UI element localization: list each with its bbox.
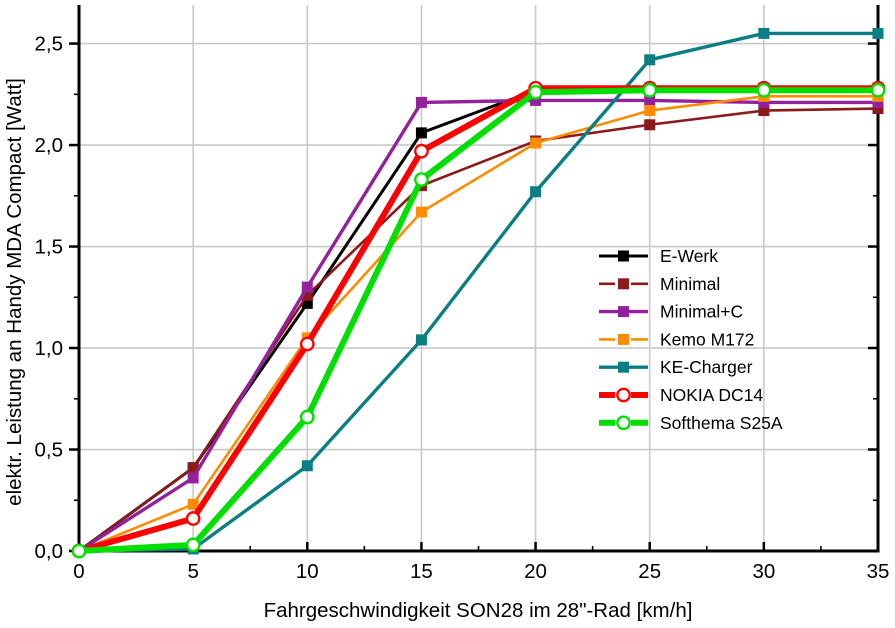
- series-line-minimal: [78, 107, 879, 553]
- x-tick-label: 0: [73, 560, 84, 583]
- y-tick-label: 1,5: [35, 236, 64, 259]
- legend-item-nokia-dc14: NOKIA DC14: [599, 385, 763, 405]
- series-marker-softhema-s25a: [185, 537, 201, 553]
- series-marker-ke-charger: [872, 27, 884, 39]
- series-marker-nokia-dc14: [616, 387, 631, 403]
- legend-item-softhema-s25a: Softhema S25A: [599, 413, 783, 433]
- series-marker-minimal-c: [301, 281, 313, 293]
- series-marker-e-werk: [301, 297, 313, 309]
- series-marker-minimal-c: [618, 306, 629, 318]
- series-marker-softhema-s25a: [528, 84, 543, 100]
- y-tick-label: 0,0: [35, 540, 64, 563]
- series-marker-ke-charger: [415, 334, 427, 346]
- legend-label: NOKIA DC14: [660, 385, 763, 405]
- series-marker-kemo-m172: [187, 498, 199, 510]
- series-marker-minimal: [758, 105, 770, 117]
- legend-label: E-Werk: [660, 246, 718, 266]
- series-marker-softhema-s25a: [756, 82, 772, 98]
- series-marker-softhema-s25a: [71, 543, 87, 559]
- series-marker-ke-charger: [618, 361, 629, 373]
- series-line-nokia-dc14: [78, 85, 878, 554]
- legend-label: Softhema S25A: [660, 413, 783, 433]
- x-tick-label: 30: [752, 560, 775, 583]
- series-marker-ke-charger: [758, 27, 770, 39]
- series-line-e-werk: [78, 86, 878, 553]
- series-e-werk: [73, 82, 884, 557]
- series-line-softhema-s25a: [78, 87, 878, 554]
- series-softhema-s25a: [71, 82, 886, 559]
- series-nokia-dc14: [71, 80, 886, 559]
- series-marker-minimal-c: [415, 96, 427, 108]
- legend: E-Werk Minimal Minimal+C Kemo M172 KE-Charge…: [599, 246, 783, 433]
- series-kemo-m172: [73, 90, 884, 557]
- series-marker-softhema-s25a: [414, 172, 429, 187]
- x-tick-label: 10: [296, 560, 319, 583]
- series-marker-softhema-s25a: [616, 415, 631, 431]
- series-layer: [71, 27, 886, 559]
- x-tick-label: 5: [187, 560, 198, 583]
- legend-item-minimal-c: Minimal+C: [599, 302, 743, 322]
- x-tick-label: 15: [410, 560, 433, 583]
- series-marker-minimal: [618, 278, 629, 290]
- x-axis-title: Fahrgeschwindigkeit SON28 im 28"-Rad [km…: [264, 599, 693, 622]
- series-line-ke-charger: [78, 31, 878, 553]
- series-marker-softhema-s25a: [299, 409, 315, 425]
- legend-label: Minimal: [660, 274, 720, 294]
- series-marker-kemo-m172: [618, 333, 629, 345]
- series-marker-kemo-m172: [644, 105, 656, 117]
- legend-item-kemo-m172: Kemo M172: [599, 329, 754, 349]
- series-marker-kemo-m172: [530, 137, 542, 149]
- y-tick-label: 1,0: [35, 337, 64, 360]
- series-marker-kemo-m172: [415, 206, 427, 218]
- axis-layer: 0,0 0,5 1,0 1,5 2,0 2,5 0 5 10 15 20 25 30 35: [35, 5, 890, 583]
- y-tick-label: 0,5: [35, 439, 64, 462]
- series-marker-e-werk: [618, 250, 629, 262]
- series-marker-e-werk: [415, 127, 427, 139]
- series-marker-minimal-c: [187, 472, 199, 484]
- series-marker-nokia-dc14: [414, 143, 429, 159]
- series-marker-minimal: [644, 119, 656, 131]
- series-marker-ke-charger: [301, 460, 313, 472]
- legend-item-minimal: Minimal: [599, 274, 720, 294]
- series-marker-minimal: [872, 103, 884, 115]
- series-marker-minimal-c: [758, 96, 770, 108]
- x-tick-label: 25: [638, 560, 661, 583]
- x-tick-label: 20: [524, 560, 547, 583]
- series-marker-minimal: [301, 289, 313, 301]
- series-marker-minimal-c: [644, 94, 656, 106]
- series-minimal-c: [73, 94, 884, 557]
- series-minimal: [73, 103, 884, 557]
- series-marker-nokia-dc14: [185, 511, 201, 526]
- legend-label: KE-Charger: [660, 357, 753, 377]
- x-tick-label: 35: [867, 560, 890, 583]
- legend-label: Kemo M172: [660, 329, 754, 349]
- legend-item-e-werk: E-Werk: [599, 246, 718, 266]
- y-tick-label: 2,5: [35, 33, 64, 56]
- series-marker-minimal: [187, 462, 199, 474]
- y-axis-title: elektr. Leistung an Handy MDA Compact [W…: [3, 78, 26, 506]
- y-tick-label: 2,0: [35, 134, 64, 157]
- series-marker-nokia-dc14: [299, 336, 315, 352]
- legend-label: Minimal+C: [660, 302, 743, 322]
- series-line-kemo-m172: [78, 95, 878, 553]
- series-marker-minimal-c: [872, 96, 884, 108]
- series-marker-softhema-s25a: [642, 82, 658, 98]
- series-marker-minimal-c: [530, 94, 542, 106]
- series-marker-ke-charger: [644, 54, 656, 66]
- legend-item-ke-charger: KE-Charger: [599, 357, 753, 377]
- series-line-minimal-c: [78, 98, 878, 553]
- series-marker-ke-charger: [530, 186, 542, 198]
- series-marker-softhema-s25a: [870, 82, 886, 98]
